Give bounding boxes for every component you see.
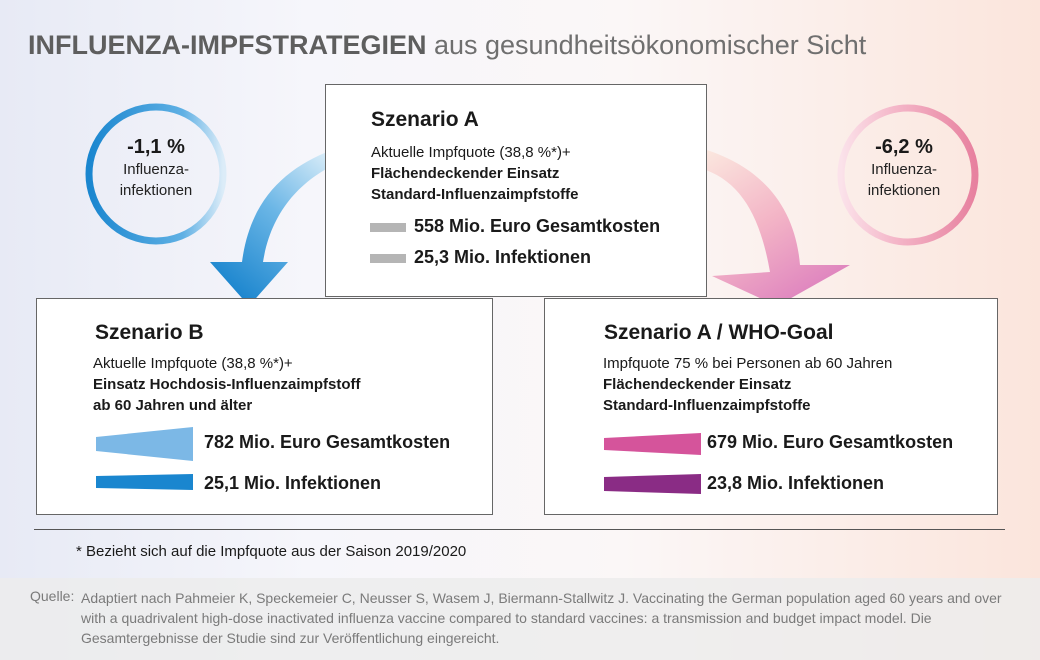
scenario-who-title: Szenario A / WHO-Goal xyxy=(604,321,834,344)
scenario-a-cost-bar xyxy=(370,223,406,232)
scenario-a-cost: 558 Mio. Euro Gesamtkosten xyxy=(414,216,661,236)
scenario-b-title: Szenario B xyxy=(95,321,204,344)
scenario-who-line3: Standard-Influenzaimpfstoffe xyxy=(603,397,811,414)
scenario-who-line1: Impfquote 75 % bei Personen ab 60 Jahren xyxy=(603,355,893,372)
title-bold: INFLUENZA-IMPFSTRATEGIEN xyxy=(28,30,427,60)
scenario-a-line1: Aktuelle Impfquote (38,8 %*)+ xyxy=(371,144,571,161)
scenario-who-cost: 679 Mio. Euro Gesamtkosten xyxy=(707,432,954,452)
right-circle-percent: -6,2 % xyxy=(875,136,933,158)
source-text: Adaptiert nach Pahmeier K, Speckemeier C… xyxy=(81,590,1002,646)
scenario-who-cost-bar xyxy=(604,433,701,455)
scenario-a-line3: Standard-Influenzaimpfstoffe xyxy=(371,186,579,203)
scenario-who-infections: 23,8 Mio. Infektionen xyxy=(707,473,885,493)
scenario-b-box: Szenario B Aktuelle Impfquote (38,8 %*)+… xyxy=(36,298,493,515)
scenario-a-line2: Flächendeckender Einsatz xyxy=(371,165,560,182)
right-progress-circle xyxy=(837,104,979,246)
left-circle-percent: -1,1 % xyxy=(127,136,185,158)
scenario-b-line2: Einsatz Hochdosis-Influenzaimpfstoff xyxy=(93,376,361,393)
scenario-a-title: Szenario A xyxy=(371,108,479,131)
scenario-b-cost-bar xyxy=(96,427,193,461)
scenario-b-line3: ab 60 Jahren und älter xyxy=(93,397,253,414)
scenario-b-cost: 782 Mio. Euro Gesamtkosten xyxy=(204,432,451,452)
right-circle-line1: Influenza- xyxy=(871,161,937,178)
scenario-a-infections: 25,3 Mio. Infektionen xyxy=(414,247,592,267)
scenario-a-description: Aktuelle Impfquote (38,8 %*)+ Flächendec… xyxy=(371,142,579,205)
left-progress-circle xyxy=(85,103,227,245)
scenario-b-description: Aktuelle Impfquote (38,8 %*)+ Einsatz Ho… xyxy=(93,353,361,416)
right-circle-label: -6,2 % Influenza- infektionen xyxy=(854,136,954,201)
scenario-b-line1: Aktuelle Impfquote (38,8 %*)+ xyxy=(93,355,293,372)
scenario-b-infections-bar xyxy=(96,474,193,490)
left-circle-line1: Influenza- xyxy=(123,161,189,178)
scenario-who-description: Impfquote 75 % bei Personen ab 60 Jahren… xyxy=(603,353,892,416)
scenario-a-box: Szenario A Aktuelle Impfquote (38,8 %*)+… xyxy=(325,84,707,297)
scenario-who-infections-bar xyxy=(604,474,701,494)
blue-arrow-icon xyxy=(210,150,340,306)
source-panel: Quelle: Adaptiert nach Pahmeier K, Speck… xyxy=(0,578,1040,660)
scenario-a-infections-bar xyxy=(370,254,406,263)
source-label: Quelle: xyxy=(30,588,75,604)
scenario-who-line2: Flächendeckender Einsatz xyxy=(603,376,792,393)
pink-arrow-icon xyxy=(700,148,850,306)
footnote: * Bezieht sich auf die Impfquote aus der… xyxy=(76,543,467,560)
right-circle-line2: infektionen xyxy=(867,182,941,199)
page-title: INFLUENZA-IMPFSTRATEGIEN aus gesundheits… xyxy=(28,30,866,61)
scenario-who-box: Szenario A / WHO-Goal Impfquote 75 % bei… xyxy=(544,298,998,515)
left-circle-label: -1,1 % Influenza- infektionen xyxy=(106,136,206,201)
divider xyxy=(34,529,1005,530)
scenario-b-infections: 25,1 Mio. Infektionen xyxy=(204,473,382,493)
left-circle-line2: infektionen xyxy=(119,182,193,199)
title-rest: aus gesundheitsökonomischer Sicht xyxy=(426,30,867,60)
